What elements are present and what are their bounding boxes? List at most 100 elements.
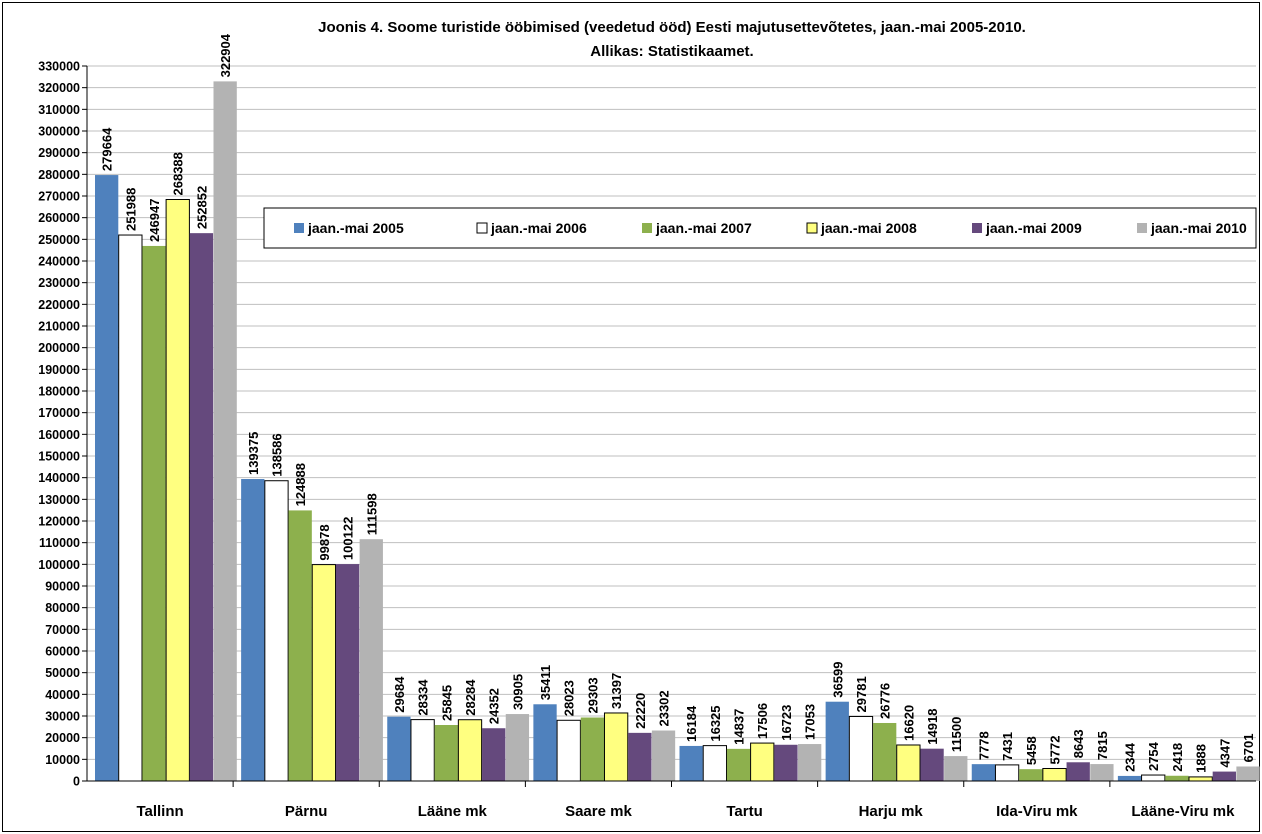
- y-tick-label: 110000: [39, 536, 80, 550]
- bar: [873, 722, 897, 781]
- data-label: 25845: [439, 685, 454, 721]
- bar: [750, 742, 775, 782]
- y-tick-label: 90000: [45, 580, 80, 594]
- bar: [896, 744, 921, 782]
- data-label: 29781: [854, 676, 869, 712]
- y-tick-label: 270000: [38, 190, 80, 204]
- bar: [702, 745, 728, 782]
- bars: [95, 81, 1260, 782]
- y-tick-label: 220000: [38, 298, 80, 312]
- bar: [189, 233, 214, 782]
- data-label: 99878: [317, 524, 332, 560]
- y-tick-label: 70000: [45, 623, 80, 637]
- y-tick-label: 190000: [38, 363, 80, 377]
- category-label: Lääne-Viru mk: [1131, 803, 1235, 820]
- category-label: Tallinn: [136, 803, 183, 820]
- bar: [1019, 769, 1043, 781]
- bar: [434, 725, 458, 781]
- bar: [556, 719, 581, 782]
- y-tick-label: 240000: [38, 255, 80, 269]
- y-tick-label: 100000: [38, 558, 80, 572]
- chart-subtitle: Allikas: Statistikaamet.: [590, 43, 753, 60]
- y-tick-label: 180000: [38, 385, 80, 399]
- bar: [1066, 762, 1090, 781]
- y-tick-label: 280000: [38, 168, 80, 182]
- y-tick-label: 160000: [38, 428, 80, 442]
- bar: [142, 245, 166, 781]
- data-label: 22220: [633, 693, 648, 729]
- data-label: 268388: [171, 152, 186, 195]
- y-tick-label: 300000: [38, 125, 80, 139]
- data-label: 17506: [755, 703, 770, 739]
- bar: [213, 81, 237, 782]
- bar: [410, 719, 435, 782]
- y-tick-label: 210000: [38, 320, 80, 334]
- data-label: 279664: [100, 127, 115, 171]
- bar: [264, 480, 289, 782]
- y-tick-label: 80000: [45, 601, 80, 615]
- legend-label: jaan.-mai 2006: [490, 220, 587, 236]
- bar: [311, 564, 337, 782]
- data-label: 16325: [708, 705, 723, 741]
- data-label: 29303: [585, 677, 600, 713]
- data-label: 28023: [562, 680, 577, 716]
- y-tick-label: 260000: [38, 211, 80, 225]
- bar: [1090, 764, 1114, 781]
- category-label: Harju mk: [859, 803, 924, 820]
- y-tick-label: 130000: [38, 493, 80, 507]
- data-label: 251988: [123, 188, 138, 231]
- data-label: 322904: [218, 33, 233, 77]
- bar: [335, 564, 360, 781]
- data-label: 5458: [1024, 736, 1039, 765]
- data-label: 8643: [1071, 729, 1086, 758]
- bar: [118, 234, 143, 782]
- x-axis: Tallinn Pärnu Lääne mk Saare mk Tartu Harju m…: [87, 780, 1256, 820]
- data-labels: 279664 251988 246947 268388 252852 322904 1393…: [100, 33, 1256, 773]
- data-label: 124888: [293, 463, 308, 506]
- data-label: 2418: [1170, 743, 1185, 772]
- data-label: 138586: [269, 433, 284, 476]
- bar: [241, 479, 265, 781]
- bar: [944, 756, 968, 781]
- y-tick-label: 10000: [45, 753, 80, 767]
- y-tick-label: 310000: [38, 103, 80, 117]
- bar: [1042, 767, 1067, 782]
- data-label: 23302: [657, 690, 672, 726]
- y-tick-label: 40000: [45, 688, 80, 702]
- data-label: 100122: [341, 517, 356, 560]
- y-tick-label: 0: [73, 775, 80, 789]
- legend-label: jaan.-mai 2005: [307, 220, 404, 236]
- legend-label: jaan.-mai 2010: [1150, 220, 1247, 236]
- bar: [651, 730, 676, 781]
- category-label: Saare mk: [565, 803, 632, 820]
- category-label: Ida-Viru mk: [996, 803, 1078, 820]
- y-tick-label: 20000: [45, 731, 80, 745]
- bar: [603, 712, 629, 782]
- y-tick-label: 250000: [38, 233, 80, 247]
- data-label: 16723: [779, 705, 794, 741]
- y-axis: 0 10000 20000 30000 40000 50000 60000 70000 8000…: [38, 60, 88, 789]
- y-tick-label: 60000: [45, 645, 80, 659]
- legend-swatch: [476, 222, 488, 234]
- data-label: 28334: [416, 679, 431, 716]
- y-tick-label: 330000: [38, 60, 80, 74]
- bar: [920, 748, 944, 781]
- data-label: 16620: [901, 705, 916, 741]
- legend-swatch: [806, 222, 818, 234]
- bar: [774, 744, 798, 781]
- data-label: 30905: [510, 674, 525, 710]
- bar: [679, 745, 703, 781]
- chart-title: Joonis 4. Soome turistide ööbimised (vee…: [318, 19, 1026, 36]
- data-label: 26776: [878, 683, 893, 719]
- bar: [580, 717, 605, 781]
- data-label: 1888: [1194, 744, 1209, 773]
- data-label: 31397: [609, 673, 624, 709]
- bar: [1165, 775, 1189, 781]
- bar: [848, 715, 874, 782]
- y-tick-label: 320000: [38, 81, 80, 95]
- bar: [628, 732, 652, 781]
- category-label: Pärnu: [285, 803, 328, 820]
- legend-swatch: [972, 223, 982, 233]
- data-label: 16184: [684, 705, 699, 742]
